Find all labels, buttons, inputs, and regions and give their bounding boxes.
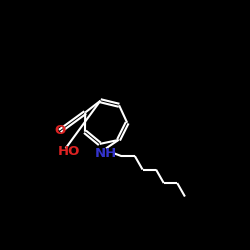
Text: O: O <box>54 124 65 136</box>
Text: NH: NH <box>95 147 117 160</box>
Text: HO: HO <box>58 145 80 158</box>
